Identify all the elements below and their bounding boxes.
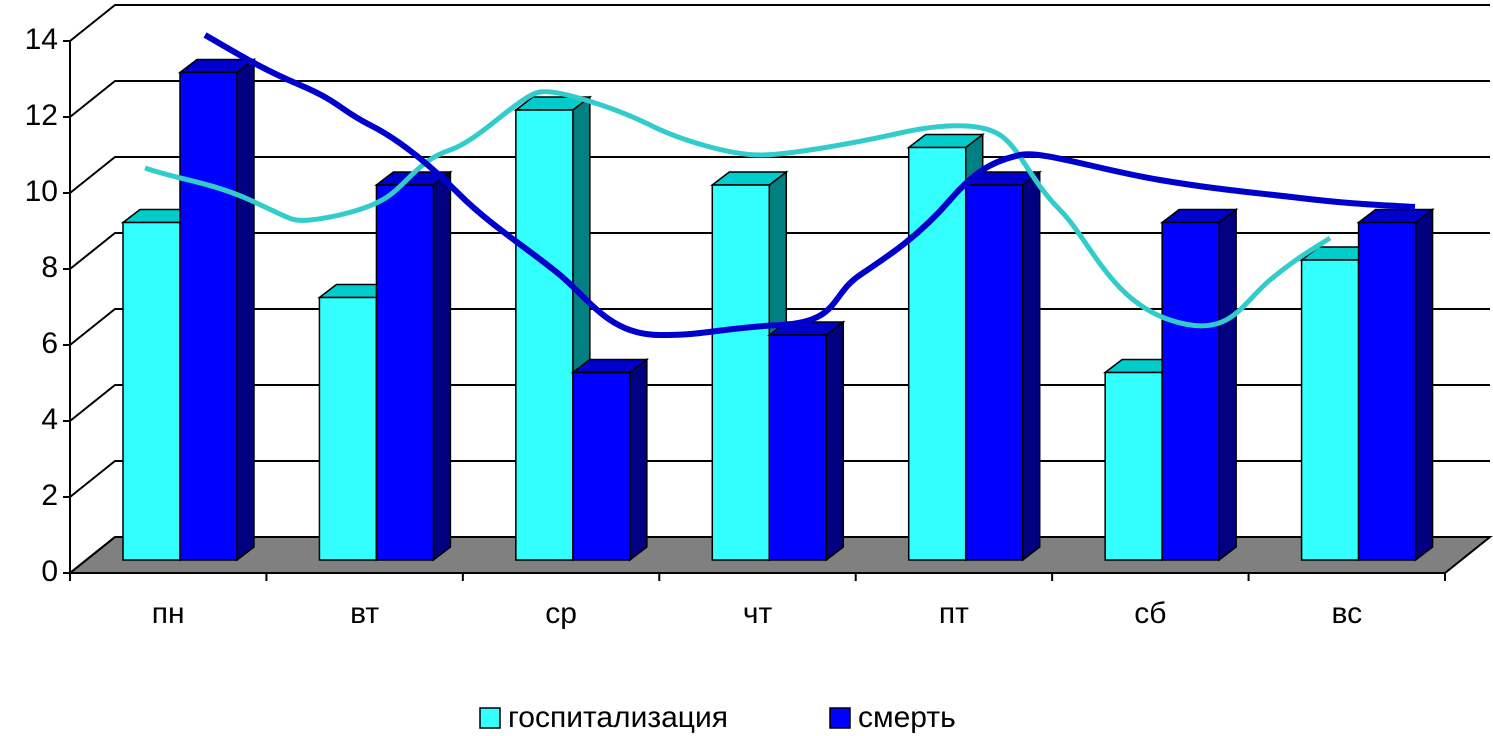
x-tick-label: сб xyxy=(1134,597,1166,630)
bar-front xyxy=(964,184,1024,561)
trend-curve xyxy=(203,32,1416,339)
bar-side xyxy=(1021,170,1041,562)
legend-swatch xyxy=(479,707,501,729)
bar-side xyxy=(236,57,255,562)
x-tick-label: ср xyxy=(545,597,577,630)
bar-front xyxy=(122,221,181,561)
bar-side xyxy=(432,170,452,562)
bar xyxy=(963,170,1042,562)
bar xyxy=(570,357,650,562)
bar-front xyxy=(907,146,967,561)
y-tick-label: 4 xyxy=(41,403,58,436)
bar-front xyxy=(768,334,828,561)
bar-front xyxy=(572,371,631,561)
bar-front xyxy=(515,109,574,561)
x-tick-label: вт xyxy=(350,597,379,630)
bar xyxy=(1356,207,1435,562)
bar-front xyxy=(711,184,771,561)
legend: госпитализация смерть xyxy=(479,701,956,734)
bar-side xyxy=(1218,207,1237,562)
y-tick-label: 0 xyxy=(41,555,58,588)
y-tick-label: 10 xyxy=(25,175,58,208)
x-tick-label: чт xyxy=(743,597,773,630)
bars xyxy=(120,57,1435,562)
bar-side xyxy=(629,357,648,562)
legend-label: смерть xyxy=(858,701,956,734)
bar-front xyxy=(1104,371,1163,561)
bar-front xyxy=(318,296,378,561)
bar xyxy=(374,170,453,562)
bar-front xyxy=(1357,221,1417,561)
grid-line xyxy=(69,80,1490,118)
x-tick-label: пт xyxy=(939,597,969,630)
bar-front xyxy=(1161,221,1220,561)
legend-label: госпитализация xyxy=(508,701,728,734)
y-tick-label: 12 xyxy=(25,99,58,132)
grid-line xyxy=(69,4,1490,42)
trend-curve xyxy=(144,89,1332,329)
bar xyxy=(1159,207,1239,562)
bar-front xyxy=(1300,259,1360,561)
y-tick-label: 14 xyxy=(25,23,58,56)
y-tick-label: 2 xyxy=(41,479,58,512)
bar-side xyxy=(825,320,845,562)
legend-swatch xyxy=(829,707,851,729)
bar-front xyxy=(179,71,238,561)
bar-side xyxy=(1414,207,1434,562)
y-tick-label: 6 xyxy=(41,327,58,360)
bar xyxy=(120,207,200,562)
bar xyxy=(767,320,846,562)
bar-front xyxy=(375,184,435,561)
x-tick-label: пн xyxy=(152,597,185,630)
x-tick-label: вс xyxy=(1331,597,1362,630)
y-tick-label: 8 xyxy=(41,251,58,284)
bar xyxy=(177,57,257,562)
